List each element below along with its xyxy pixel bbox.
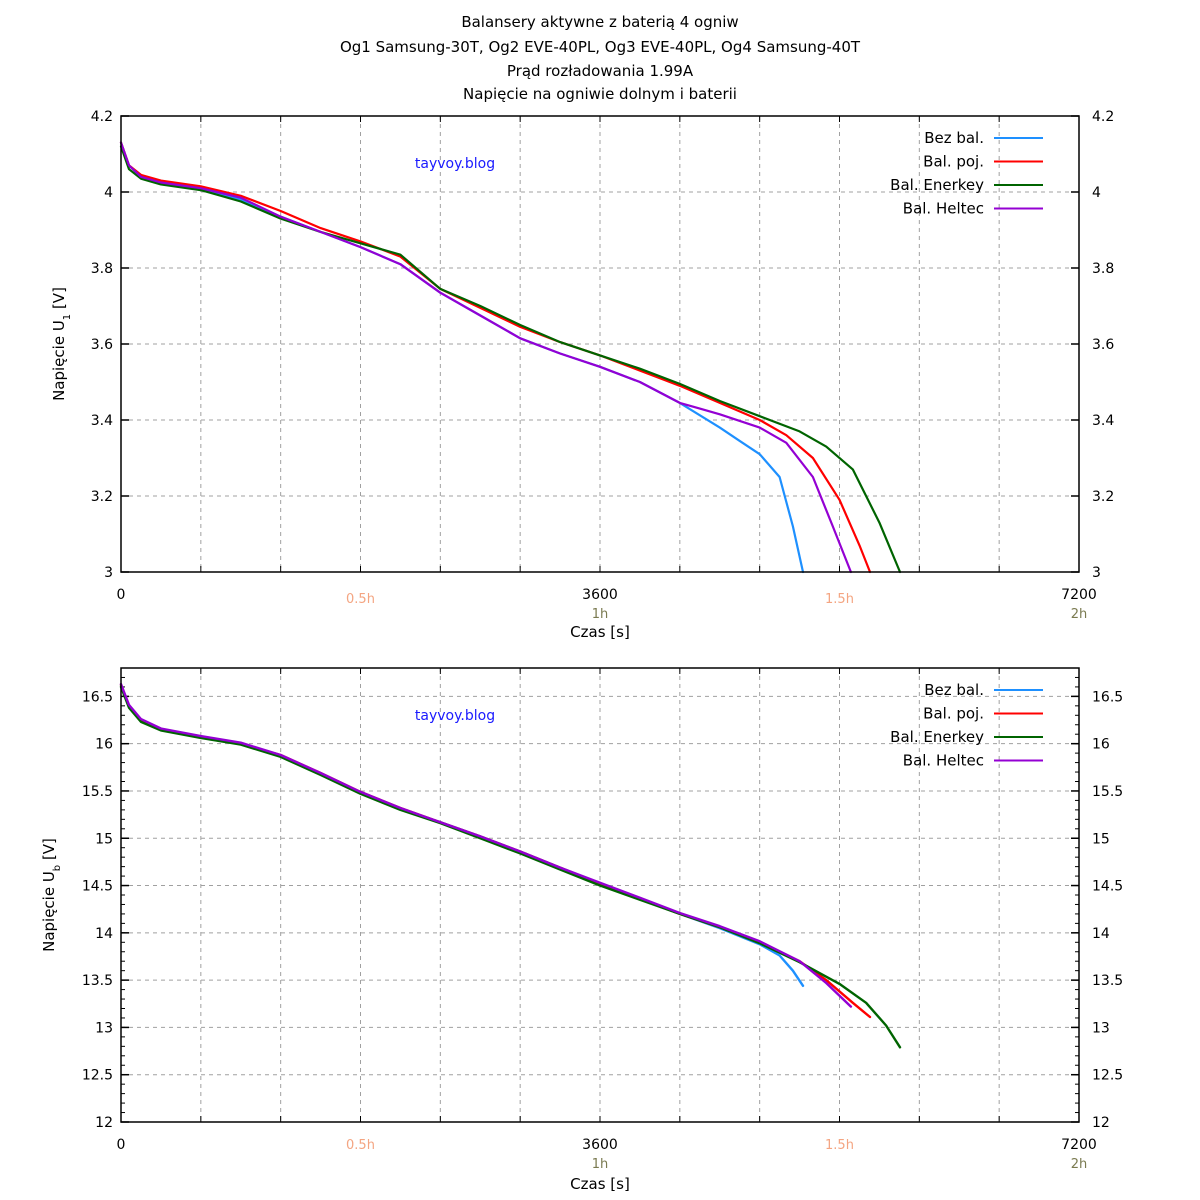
legend-label: Bal. Heltec xyxy=(903,200,984,218)
hour-tick-label: 1h xyxy=(592,1157,609,1172)
x-tick-label: 3600 xyxy=(582,587,618,603)
y-tick-label-right: 15.5 xyxy=(1092,784,1123,800)
y-tick-label-right: 3.4 xyxy=(1092,413,1114,429)
x-tick-label: 3600 xyxy=(582,1137,618,1153)
y-tick-label-left: 16.5 xyxy=(82,689,113,705)
legend-label: Bal. Enerkey xyxy=(890,176,984,194)
y-tick-label-right: 12 xyxy=(1092,1115,1110,1131)
x-axis-label: Czas [s] xyxy=(570,1175,630,1193)
legend-label: Bal. poj. xyxy=(923,153,984,171)
hour-tick-label: 1h xyxy=(592,607,609,622)
y-tick-label-left: 14 xyxy=(95,926,113,942)
legend-label: Bal. Enerkey xyxy=(890,728,984,746)
y-tick-label-left: 4 xyxy=(104,185,113,201)
legend-label: Bal. Heltec xyxy=(903,752,984,770)
y-axis-label: Napięcie U1 [V] xyxy=(50,287,73,401)
x-axis-label: Czas [s] xyxy=(570,623,630,641)
y-tick-label-left: 4.2 xyxy=(91,109,113,125)
y-tick-label-left: 12 xyxy=(95,1115,113,1131)
x-tick-label: 0 xyxy=(117,1137,126,1153)
series-line-bal-heltec xyxy=(119,682,853,1008)
y-tick-label-right: 15 xyxy=(1092,831,1110,847)
title-line-3: Prąd rozładowania 1.99A xyxy=(507,62,694,80)
y-axis-label-main: Napięcie U xyxy=(40,871,58,952)
y-tick-label-right: 12.5 xyxy=(1092,1068,1123,1084)
y-tick-label-right: 3.8 xyxy=(1092,261,1114,277)
legend-label: Bal. poj. xyxy=(923,705,984,723)
legend-label: Bez bal. xyxy=(924,129,984,147)
watermark-text: tayvoy.blog xyxy=(415,156,495,172)
y-axis-label-subscript: b xyxy=(52,865,63,871)
title-line-4: Napięcie na ogniwie dolnym i baterii xyxy=(463,85,737,103)
y-tick-label-left: 13.5 xyxy=(82,973,113,989)
title-line-1: Balansery aktywne z baterią 4 ogniw xyxy=(461,13,738,31)
title-line-2: Og1 Samsung-30T, Og2 EVE-40PL, Og3 EVE-4… xyxy=(340,38,861,56)
x-tick-label: 0 xyxy=(117,587,126,603)
y-tick-label-left: 12.5 xyxy=(82,1068,113,1084)
y-tick-label-right: 13.5 xyxy=(1092,973,1123,989)
hour-tick-label: 1.5h xyxy=(825,1138,854,1153)
watermark-text: tayvoy.blog xyxy=(415,708,495,724)
hour-tick-label: 2h xyxy=(1071,1157,1088,1172)
x-tick-label: 7200 xyxy=(1061,587,1097,603)
y-tick-label-right: 16 xyxy=(1092,737,1110,753)
y-tick-label-left: 3 xyxy=(104,565,113,581)
x-tick-label: 7200 xyxy=(1061,1137,1097,1153)
y-tick-label-right: 4.2 xyxy=(1092,109,1114,125)
series-line-bal-poj xyxy=(119,141,872,574)
hour-tick-label: 1.5h xyxy=(825,592,854,607)
y-axis-label-main: Napięcie U xyxy=(50,320,68,401)
y-tick-label-right: 3.6 xyxy=(1092,337,1114,353)
series-line-bez-bal xyxy=(119,683,805,987)
y-tick-label-right: 3 xyxy=(1092,565,1101,581)
y-tick-label-left: 3.4 xyxy=(91,413,113,429)
hour-tick-label: 2h xyxy=(1071,607,1088,622)
y-tick-label-left: 15.5 xyxy=(82,784,113,800)
figure-title: Balansery aktywne z baterią 4 ogniw Og1 … xyxy=(340,13,861,103)
series-line-bal-enerkey xyxy=(119,145,902,574)
hour-tick-label: 0.5h xyxy=(346,1138,375,1153)
y-axis-label-unit: [V] xyxy=(40,838,58,865)
y-tick-label-right: 14 xyxy=(1092,926,1110,942)
y-tick-label-right: 3.2 xyxy=(1092,489,1114,505)
battery-voltage-plot: 12 12 12.5 12.5 13 13 13.5 13.5 14 14 14.5 14.5 15 15… xyxy=(40,667,1123,1193)
y-tick-label-right: 4 xyxy=(1092,185,1101,201)
hour-tick-label: 0.5h xyxy=(346,592,375,607)
y-axis-label: Napięcie Ub [V] xyxy=(40,838,63,952)
series-line-bal-poj xyxy=(119,683,872,1019)
y-tick-label-right: 14.5 xyxy=(1092,879,1123,895)
y-tick-label-right: 13 xyxy=(1092,1020,1110,1036)
plot-frame xyxy=(120,115,1080,573)
cell-voltage-plot: 3 3 3.2 3.2 3.4 3.4 3.6 3.6 3.8 3.8 4 4 4.2 4.2 0 3600 7… xyxy=(50,109,1114,641)
plot-frame xyxy=(120,667,1080,1123)
series-line-bez-bal xyxy=(119,141,805,574)
y-tick-label-left: 16 xyxy=(95,737,113,753)
y-axis-label-unit: [V] xyxy=(50,287,68,314)
y-tick-label-left: 15 xyxy=(95,831,113,847)
y-tick-label-left: 14.5 xyxy=(82,879,113,895)
y-tick-label-right: 16.5 xyxy=(1092,689,1123,705)
series-line-bal-heltec xyxy=(119,141,853,574)
y-tick-label-left: 3.6 xyxy=(91,337,113,353)
y-axis-label-subscript: 1 xyxy=(62,314,73,320)
y-tick-label-left: 3.2 xyxy=(91,489,113,505)
y-tick-label-left: 13 xyxy=(95,1020,113,1036)
y-tick-label-left: 3.8 xyxy=(91,261,113,277)
legend-label: Bez bal. xyxy=(924,681,984,699)
series-line-bal-enerkey xyxy=(119,685,902,1049)
